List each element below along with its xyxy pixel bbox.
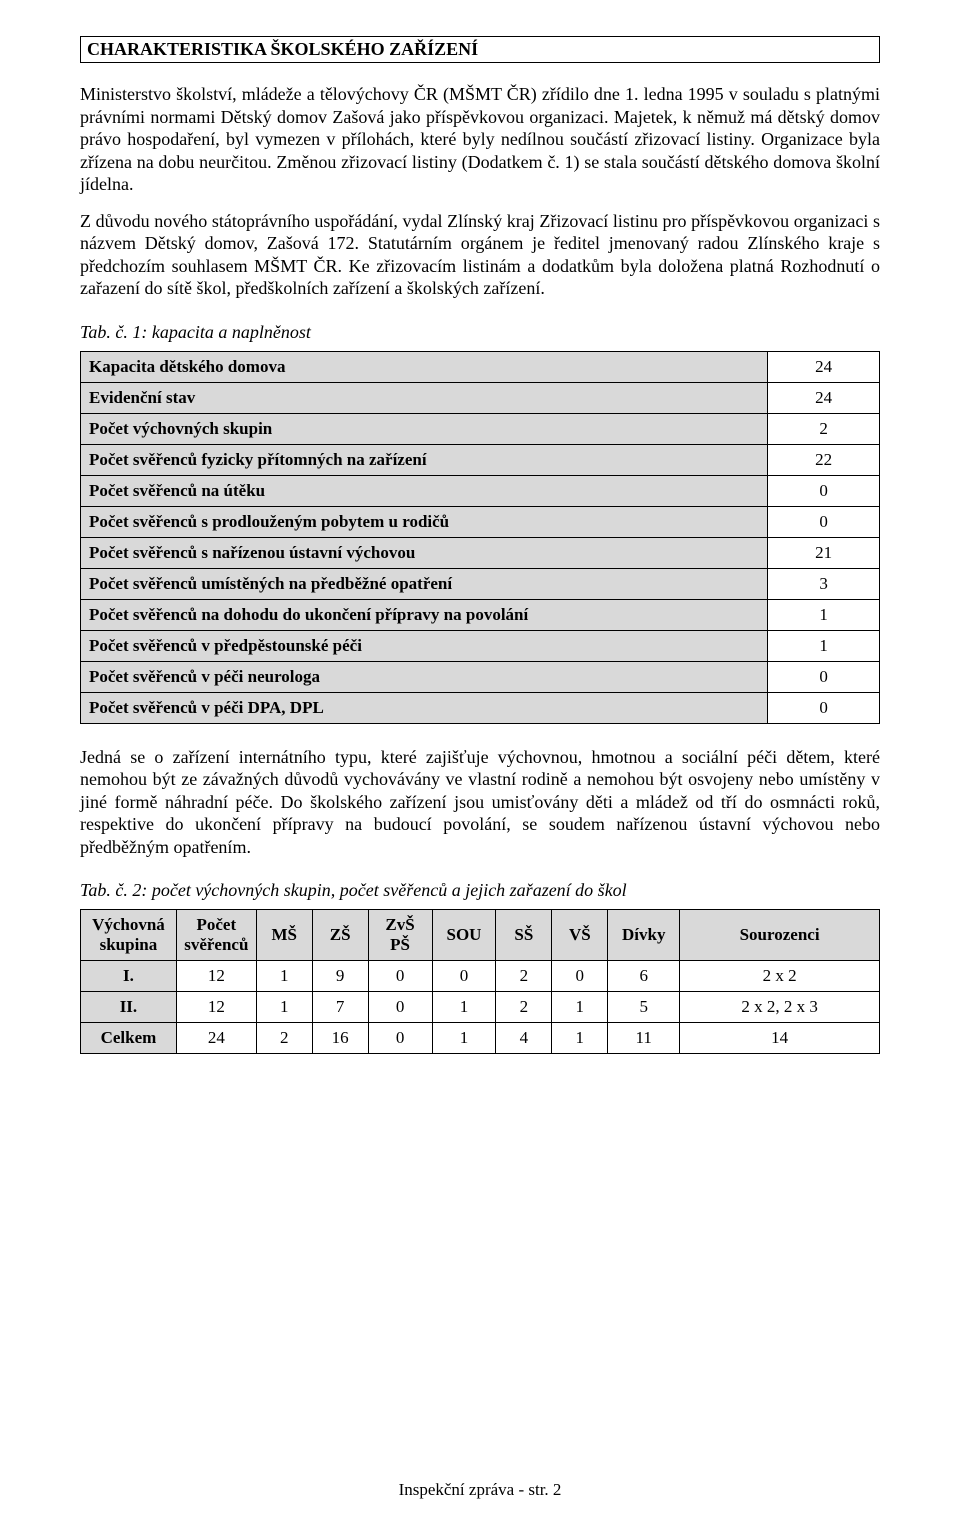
cell: 2 <box>496 961 552 992</box>
col-header: VŠ <box>552 910 608 961</box>
cell: 1 <box>432 1023 496 1054</box>
cell: 6 <box>608 961 680 992</box>
capacity-label: Počet výchovných skupin <box>81 413 768 444</box>
cell: 12 <box>176 961 256 992</box>
capacity-label: Počet svěřenců umístěných na předběžné o… <box>81 568 768 599</box>
table-row: I.1219002062 x 2 <box>81 961 880 992</box>
cell: 1 <box>256 961 312 992</box>
cell: 9 <box>312 961 368 992</box>
capacity-value: 0 <box>768 661 880 692</box>
cell: 0 <box>432 961 496 992</box>
table-row: Počet svěřenců v péči neurologa0 <box>81 661 880 692</box>
capacity-label: Počet svěřenců s nařízenou ústavní výcho… <box>81 537 768 568</box>
capacity-value: 0 <box>768 475 880 506</box>
table-row: Počet svěřenců na dohodu do ukončení pří… <box>81 599 880 630</box>
row-head: I. <box>81 961 177 992</box>
cell: 1 <box>432 992 496 1023</box>
cell: 1 <box>552 992 608 1023</box>
table-row: Počet svěřenců na útěku0 <box>81 475 880 506</box>
table-capacity: Kapacita dětského domova24Evidenční stav… <box>80 351 880 724</box>
col-header: Výchovnáskupina <box>81 910 177 961</box>
capacity-label: Kapacita dětského domova <box>81 351 768 382</box>
cell: 5 <box>608 992 680 1023</box>
col-header: Dívky <box>608 910 680 961</box>
row-head: Celkem <box>81 1023 177 1054</box>
cell: 1 <box>256 992 312 1023</box>
col-header: Sourozenci <box>680 910 880 961</box>
col-header: SOU <box>432 910 496 961</box>
row-head: II. <box>81 992 177 1023</box>
table1-caption: Tab. č. 1: kapacita a naplněnost <box>80 322 880 343</box>
table-row: Počet svěřenců umístěných na předběžné o… <box>81 568 880 599</box>
capacity-value: 1 <box>768 630 880 661</box>
cell: 16 <box>312 1023 368 1054</box>
section-title: CHARAKTERISTIKA ŠKOLSKÉHO ZAŘÍZENÍ <box>87 39 873 60</box>
capacity-label: Počet svěřenců na dohodu do ukončení pří… <box>81 599 768 630</box>
page-footer: Inspekční zpráva - str. 2 <box>0 1480 960 1500</box>
capacity-value: 0 <box>768 506 880 537</box>
paragraph-statutory: Z důvodu nového státoprávního uspořádání… <box>80 210 880 300</box>
cell: 14 <box>680 1023 880 1054</box>
cell: 0 <box>552 961 608 992</box>
col-header: SŠ <box>496 910 552 961</box>
capacity-value: 22 <box>768 444 880 475</box>
cell: 11 <box>608 1023 680 1054</box>
cell: 24 <box>176 1023 256 1054</box>
section-header-box: CHARAKTERISTIKA ŠKOLSKÉHO ZAŘÍZENÍ <box>80 36 880 63</box>
cell: 12 <box>176 992 256 1023</box>
cell: 2 x 2, 2 x 3 <box>680 992 880 1023</box>
capacity-label: Počet svěřenců na útěku <box>81 475 768 506</box>
capacity-value: 0 <box>768 692 880 723</box>
table-row: II.1217012152 x 2, 2 x 3 <box>81 992 880 1023</box>
capacity-value: 1 <box>768 599 880 630</box>
capacity-label: Počet svěřenců fyzicky přítomných na zař… <box>81 444 768 475</box>
cell: 0 <box>368 961 432 992</box>
capacity-value: 21 <box>768 537 880 568</box>
table-row: Počet svěřenců v péči DPA, DPL0 <box>81 692 880 723</box>
cell: 0 <box>368 992 432 1023</box>
table-row: Počet svěřenců v předpěstounské péči1 <box>81 630 880 661</box>
capacity-value: 24 <box>768 382 880 413</box>
cell: 2 <box>496 992 552 1023</box>
cell: 7 <box>312 992 368 1023</box>
table-groups: VýchovnáskupinaPočetsvěřencůMŠZŠZvŠPŠSOU… <box>80 909 880 1054</box>
capacity-label: Evidenční stav <box>81 382 768 413</box>
col-header: Početsvěřenců <box>176 910 256 961</box>
table-row: Celkem2421601411114 <box>81 1023 880 1054</box>
cell: 0 <box>368 1023 432 1054</box>
cell: 2 x 2 <box>680 961 880 992</box>
capacity-value: 2 <box>768 413 880 444</box>
capacity-value: 24 <box>768 351 880 382</box>
col-header: MŠ <box>256 910 312 961</box>
table-row: Evidenční stav24 <box>81 382 880 413</box>
cell: 4 <box>496 1023 552 1054</box>
capacity-label: Počet svěřenců s prodlouženým pobytem u … <box>81 506 768 537</box>
table-row: Počet svěřenců fyzicky přítomných na zař… <box>81 444 880 475</box>
cell: 1 <box>552 1023 608 1054</box>
table-row: Počet výchovných skupin2 <box>81 413 880 444</box>
cell: 2 <box>256 1023 312 1054</box>
table2-caption: Tab. č. 2: počet výchovných skupin, poče… <box>80 880 880 901</box>
page: CHARAKTERISTIKA ŠKOLSKÉHO ZAŘÍZENÍ Minis… <box>0 0 960 1536</box>
paragraph-description: Jedná se o zařízení internátního typu, k… <box>80 746 880 859</box>
capacity-label: Počet svěřenců v péči DPA, DPL <box>81 692 768 723</box>
paragraph-intro: Ministerstvo školství, mládeže a tělovýc… <box>80 83 880 196</box>
capacity-value: 3 <box>768 568 880 599</box>
table-row: Počet svěřenců s nařízenou ústavní výcho… <box>81 537 880 568</box>
col-header: ZŠ <box>312 910 368 961</box>
table-row: Počet svěřenců s prodlouženým pobytem u … <box>81 506 880 537</box>
capacity-label: Počet svěřenců v předpěstounské péči <box>81 630 768 661</box>
table-row: Kapacita dětského domova24 <box>81 351 880 382</box>
capacity-label: Počet svěřenců v péči neurologa <box>81 661 768 692</box>
col-header: ZvŠPŠ <box>368 910 432 961</box>
